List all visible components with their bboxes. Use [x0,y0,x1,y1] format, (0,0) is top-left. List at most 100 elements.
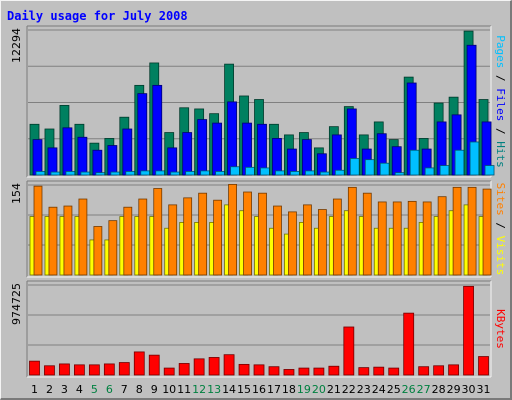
axis-label-hits: Pages / Files / Hits [494,35,507,168]
bar-pages-day-29 [454,149,465,176]
day-label-20: 20 [312,383,326,396]
bar-files-day-17 [272,138,282,176]
scale-max-label: 154 [10,183,23,204]
bar-kbytes-day-19 [298,367,310,376]
bar-pages-day-17 [275,170,285,176]
bar-files-day-3 [62,127,73,176]
bar-kbytes-day-1 [29,360,40,376]
bar-kbytes-day-16 [253,364,265,376]
axis-label-part: Hits [494,141,507,168]
bar-files-day-13 [212,122,223,176]
bar-files-day-19 [302,139,312,176]
day-label-9: 9 [151,383,158,396]
bar-kbytes-day-9 [148,354,160,376]
bar-sites-day-13 [213,199,223,276]
day-label-12: 12 [192,383,206,396]
bar-files-day-1 [32,139,43,176]
axis-label-visits: Sites / Visits [494,183,507,276]
bar-pages-day-4 [80,171,91,176]
day-label-5: 5 [91,383,98,396]
bar-sites-day-28 [437,196,447,276]
bar-sites-day-8 [138,198,148,276]
day-label-21: 21 [327,383,341,396]
bar-kbytes-day-7 [118,362,130,376]
day-label-26: 26 [402,383,416,396]
bar-sites-day-12 [198,192,208,276]
day-label-24: 24 [372,383,386,396]
bar-files-day-7 [122,128,133,176]
bar-kbytes-day-11 [178,363,190,376]
bar-sites-day-27 [422,201,432,276]
bar-sites-day-9 [153,188,163,276]
axis-label-kbytes: KBytes [494,309,507,349]
bar-files-day-5 [92,149,103,176]
bar-sites-day-3 [63,205,73,276]
bar-files-day-9 [152,84,163,176]
bar-sites-day-21 [332,198,342,276]
bar-pages-day-18 [290,171,300,176]
bar-pages-day-11 [185,171,196,176]
bar-kbytes-day-21 [328,365,340,376]
bar-pages-day-12 [200,170,211,176]
bar-kbytes-day-25 [388,367,400,376]
bar-pages-day-6 [110,171,121,176]
bar-kbytes-day-22 [343,326,355,376]
bar-files-day-12 [197,119,208,176]
bar-sites-day-25 [392,201,402,276]
scale-max-label: 974725 [10,283,23,325]
bar-pages-day-8 [140,170,151,176]
bar-sites-day-1 [33,185,43,276]
bar-sites-day-11 [183,197,193,276]
bar-pages-day-21 [334,169,345,176]
bar-sites-day-26 [407,200,417,276]
bar-kbytes-day-14 [223,354,235,376]
day-label-14: 14 [222,383,236,396]
day-label-30: 30 [462,383,476,396]
bar-kbytes-day-8 [133,351,145,376]
bar-pages-day-3 [65,171,76,176]
panel-hits: 12294 Pages / Files / Hits [10,25,507,178]
bar-sites-day-5 [93,226,103,276]
day-label-13: 13 [207,383,221,396]
bar-files-day-14 [227,101,237,176]
bar-kbytes-day-23 [358,367,370,376]
day-label-31: 31 [477,383,491,396]
bar-kbytes-day-31 [478,356,489,376]
bar-pages-day-22 [349,158,360,176]
bar-sites-day-23 [362,192,372,276]
bar-sites-day-17 [273,205,282,276]
day-label-4: 4 [76,383,83,396]
bar-files-day-6 [107,145,118,176]
bar-pages-day-25 [394,172,405,176]
day-labels: 1 2 3 4 5 6 7 8 9 10 11 12 13 14 15 16 17 18 19 20 21 22 23 24 2… [31,383,491,396]
bar-kbytes-day-6 [103,363,115,376]
bar-kbytes-day-17 [268,366,280,376]
chart-title: Daily usage for July 2008 [7,9,188,23]
bar-sites-day-18 [288,211,297,276]
bar-files-day-25 [391,146,402,176]
bar-files-day-10 [167,147,178,176]
bar-files-day-8 [137,93,148,176]
bar-kbytes-day-24 [373,366,385,376]
day-label-19: 19 [297,383,311,396]
day-label-28: 28 [432,383,446,396]
day-label-23: 23 [357,383,371,396]
bar-sites-day-2 [48,206,58,276]
axis-label-part: / [494,68,507,88]
day-label-8: 8 [136,383,143,396]
bar-pages-day-2 [50,171,61,176]
bar-pages-day-30 [469,141,480,176]
bar-pages-day-13 [215,171,226,176]
bar-files-day-2 [47,147,58,176]
day-label-2: 2 [46,383,53,396]
bar-pages-day-5 [95,172,106,176]
day-label-29: 29 [447,383,461,396]
panel-visits: 154 Sites / Visits [10,180,507,278]
bar-pages-day-31 [484,165,495,176]
axis-label-part: / [494,121,507,141]
bar-pages-day-7 [125,171,136,176]
bar-files-day-16 [257,123,267,176]
bar-sites-day-7 [123,206,133,276]
day-label-1: 1 [31,383,38,396]
